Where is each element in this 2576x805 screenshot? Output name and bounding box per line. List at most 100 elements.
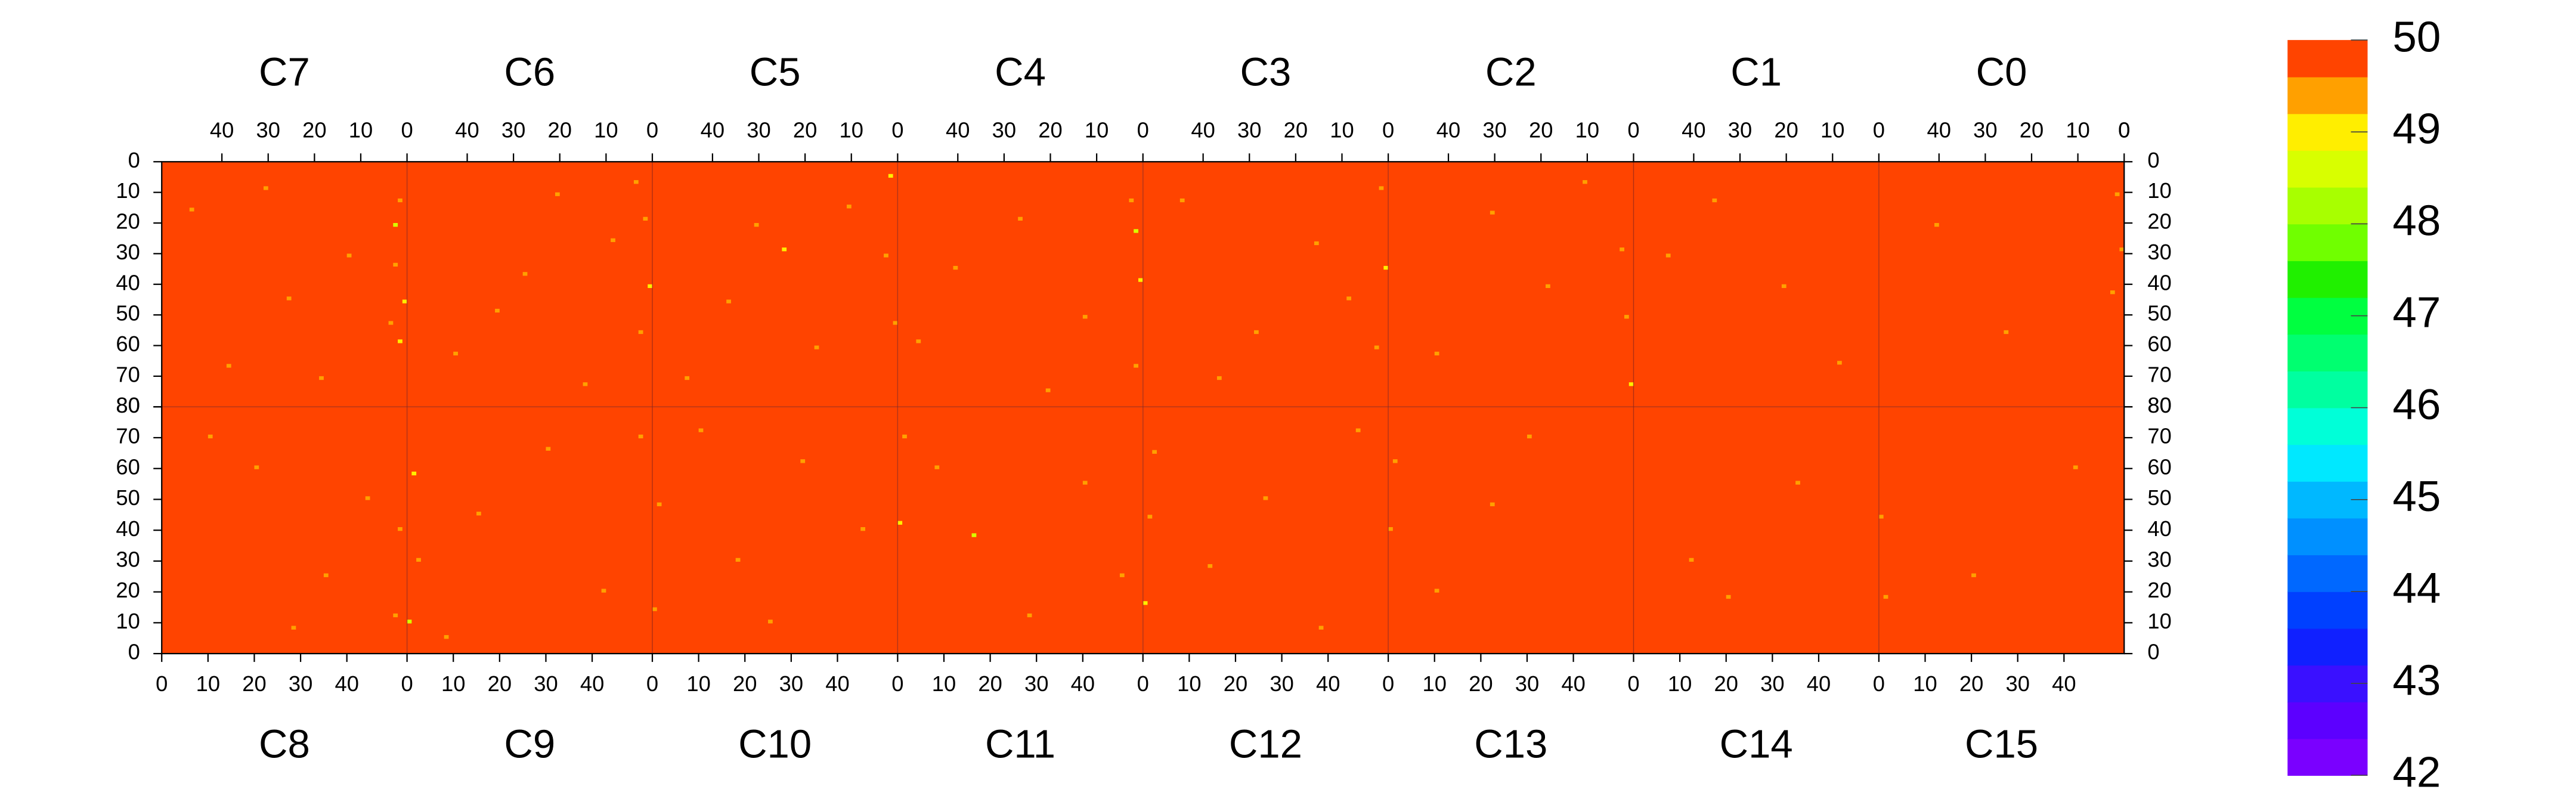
heatmap-cell [2110, 290, 2115, 295]
x-tick-label: 30 [747, 118, 770, 143]
x-tick-label: 30 [256, 118, 280, 143]
heatmap-background [162, 162, 407, 407]
heatmap-cell [189, 208, 194, 212]
x-tick-label: 0 [401, 118, 413, 143]
heatmap-cell [546, 447, 551, 451]
heatmap-cell [1119, 573, 1125, 577]
x-tick-label: 40 [1927, 118, 1951, 143]
x-tick-label: 40 [1682, 118, 1705, 143]
heatmap-cell [1045, 388, 1051, 392]
heatmap-cell [476, 512, 481, 516]
heatmap-cell [888, 174, 893, 178]
y-tick-label: 40 [116, 516, 140, 541]
x-tick-label: 20 [978, 671, 1002, 696]
heatmap-background [652, 162, 898, 407]
heatmap-cell [522, 272, 528, 276]
x-tick-label: 0 [2118, 118, 2130, 143]
colorbar-band [2287, 444, 2368, 482]
x-tick-label: 20 [488, 671, 512, 696]
colorbar-band [2287, 40, 2368, 78]
heatmap-cell [393, 613, 398, 618]
colorbar-band [2287, 591, 2368, 629]
heatmap-cell [1883, 595, 1888, 599]
heatmap-cell [897, 521, 903, 525]
x-tick-label: 10 [1177, 671, 1201, 696]
heatmap-cell [971, 533, 977, 537]
panel-title: C5 [750, 50, 801, 95]
heatmap-cell [1934, 222, 1939, 227]
heatmap-cell [1082, 315, 1088, 319]
x-tick-label: 40 [946, 118, 970, 143]
y-tick-label: 80 [2147, 393, 2171, 417]
heatmap-cell [254, 465, 259, 469]
y-tick-label: 0 [128, 148, 140, 172]
heatmap-background [652, 407, 898, 654]
y-tick-label: 70 [116, 362, 140, 386]
x-tick-label: 30 [1760, 671, 1784, 696]
heatmap-cell [643, 216, 648, 221]
y-tick-label: 70 [116, 424, 140, 448]
y-tick-label: 20 [116, 578, 140, 602]
heatmap-cell [1624, 315, 1629, 319]
colorbar-band [2287, 261, 2368, 298]
x-tick-label: 10 [1668, 671, 1692, 696]
heatmap-cell [1434, 351, 1439, 356]
x-tick-label: 20 [1038, 118, 1062, 143]
y-tick-label: 80 [116, 393, 140, 417]
panel-title: C14 [1720, 722, 1793, 766]
heatmap-cell [601, 589, 606, 593]
x-tick-label: 20 [733, 671, 757, 696]
x-tick-label: 20 [1959, 671, 1983, 696]
heatmap-cell [1314, 241, 1319, 246]
heatmap-cell [1018, 216, 1023, 221]
x-tick-label: 10 [840, 118, 863, 143]
heatmap-background [1143, 407, 1389, 654]
heatmap-cell [1138, 278, 1143, 282]
x-tick-label: 20 [1469, 671, 1493, 696]
heatmap-cell [453, 351, 458, 356]
heatmap-cell [398, 198, 402, 203]
y-tick-label: 40 [2147, 516, 2171, 541]
heatmap-cell [1374, 345, 1379, 349]
x-tick-label: 30 [501, 118, 525, 143]
x-tick-label: 10 [932, 671, 956, 696]
x-tick-label: 40 [455, 118, 479, 143]
heatmap-cell [1027, 613, 1032, 618]
heatmap-cell [291, 626, 296, 630]
heatmap-cell [1689, 558, 1694, 562]
x-tick-label: 20 [1714, 671, 1738, 696]
x-tick-label: 40 [701, 118, 724, 143]
x-tick-label: 10 [196, 671, 220, 696]
heatmap-cell [555, 192, 560, 196]
heatmap-cell [782, 247, 787, 252]
x-tick-label: 10 [594, 118, 618, 143]
heatmap-cell [638, 330, 643, 335]
y-tick-label: 50 [2147, 485, 2171, 510]
x-tick-label: 30 [1237, 118, 1261, 143]
x-tick-label: 40 [1071, 671, 1095, 696]
colorbar-band [2287, 150, 2368, 188]
plot-frame [161, 161, 2125, 655]
x-tick-label: 40 [2052, 671, 2076, 696]
heatmap-cell [407, 620, 412, 624]
heatmap-cell [657, 502, 662, 506]
x-tick-label: 20 [1284, 118, 1308, 143]
heatmap-cell [398, 339, 402, 343]
heatmap-cell [393, 262, 398, 267]
heatmap-cell [1878, 515, 1884, 519]
heatmap-background [897, 407, 1143, 654]
heatmap-cell [1527, 434, 1532, 439]
panel-title: C1 [1730, 50, 1782, 95]
heatmap-background [407, 162, 652, 407]
panel-title: C10 [738, 722, 812, 766]
x-tick-label: 30 [1024, 671, 1048, 696]
heatmap-cell [1490, 502, 1495, 506]
x-tick-label: 10 [1913, 671, 1937, 696]
heatmap-cell [323, 573, 329, 577]
x-tick-label: 0 [1382, 671, 1394, 696]
heatmap-cell [953, 265, 958, 270]
heatmap-cell [1208, 564, 1213, 568]
heatmap-background [1388, 407, 1634, 654]
heatmap-background [1633, 407, 1879, 654]
y-tick-label: 20 [116, 209, 140, 234]
